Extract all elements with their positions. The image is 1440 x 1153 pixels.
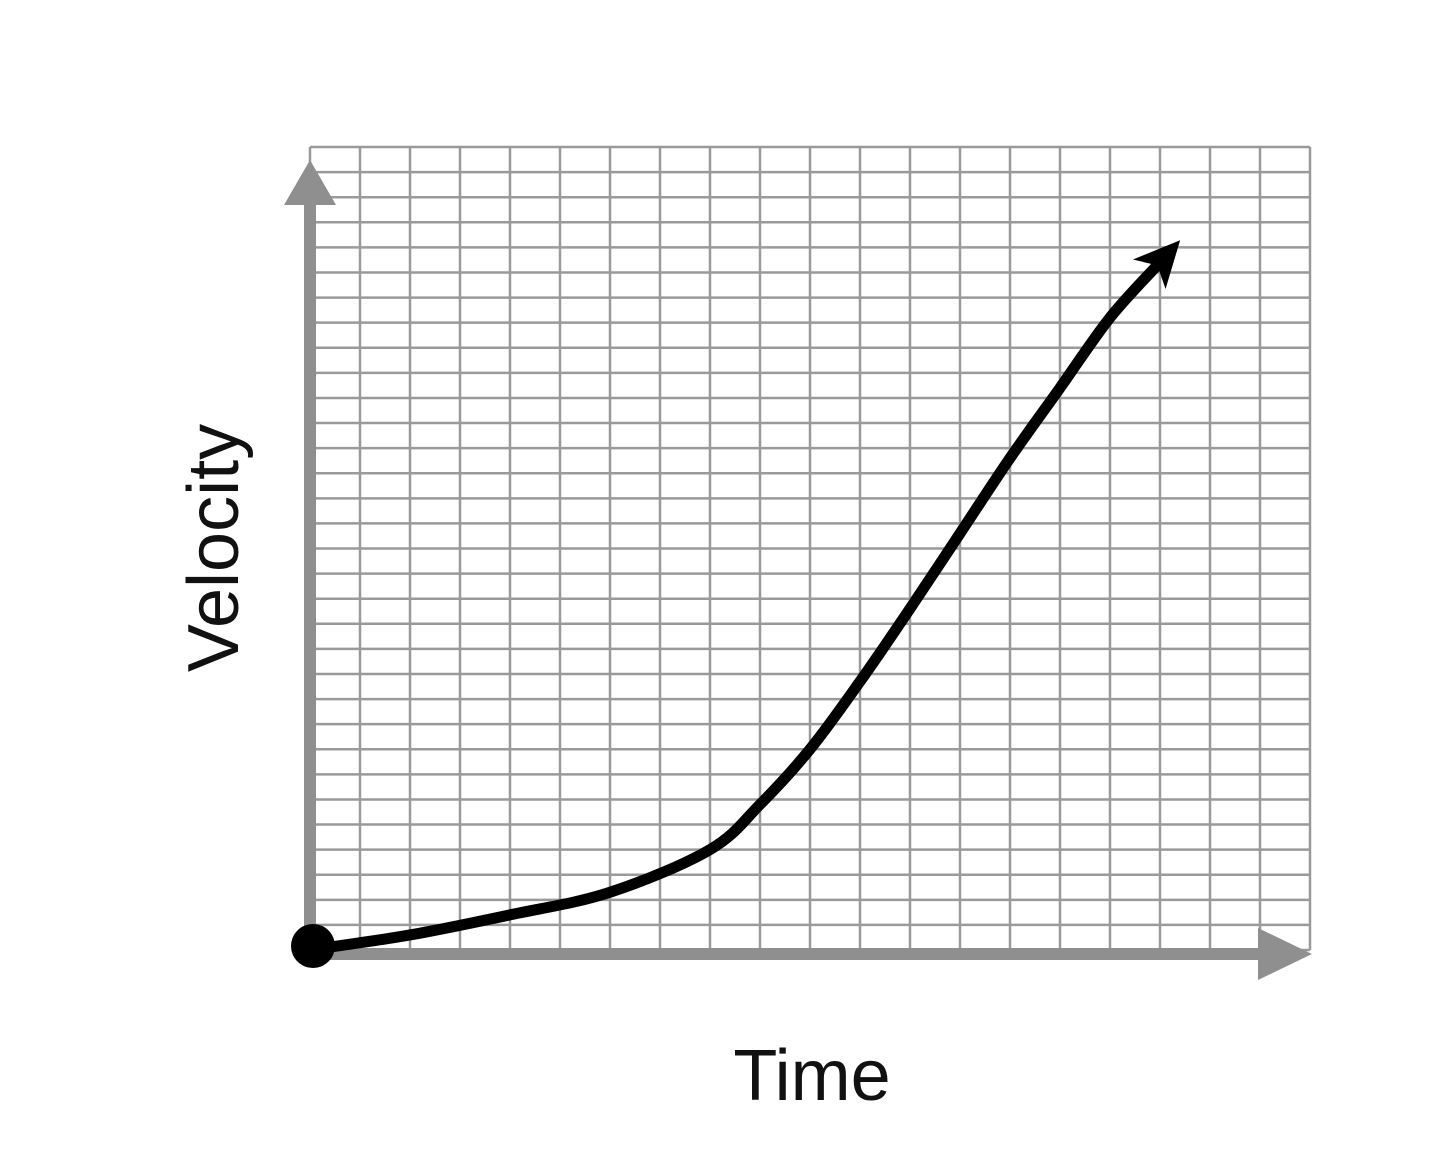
y-axis-arrowhead [284, 160, 336, 205]
y-axis-label: Velocity [174, 424, 254, 672]
curve-arrowhead [1132, 240, 1181, 290]
x-axis-label: Time [733, 1036, 890, 1116]
series-layer [291, 240, 1181, 968]
start-point-marker [291, 924, 335, 968]
axes [284, 160, 1312, 980]
grid [308, 145, 1312, 952]
x-axis-arrowhead [1258, 928, 1312, 980]
velocity-curve [304, 256, 1166, 956]
